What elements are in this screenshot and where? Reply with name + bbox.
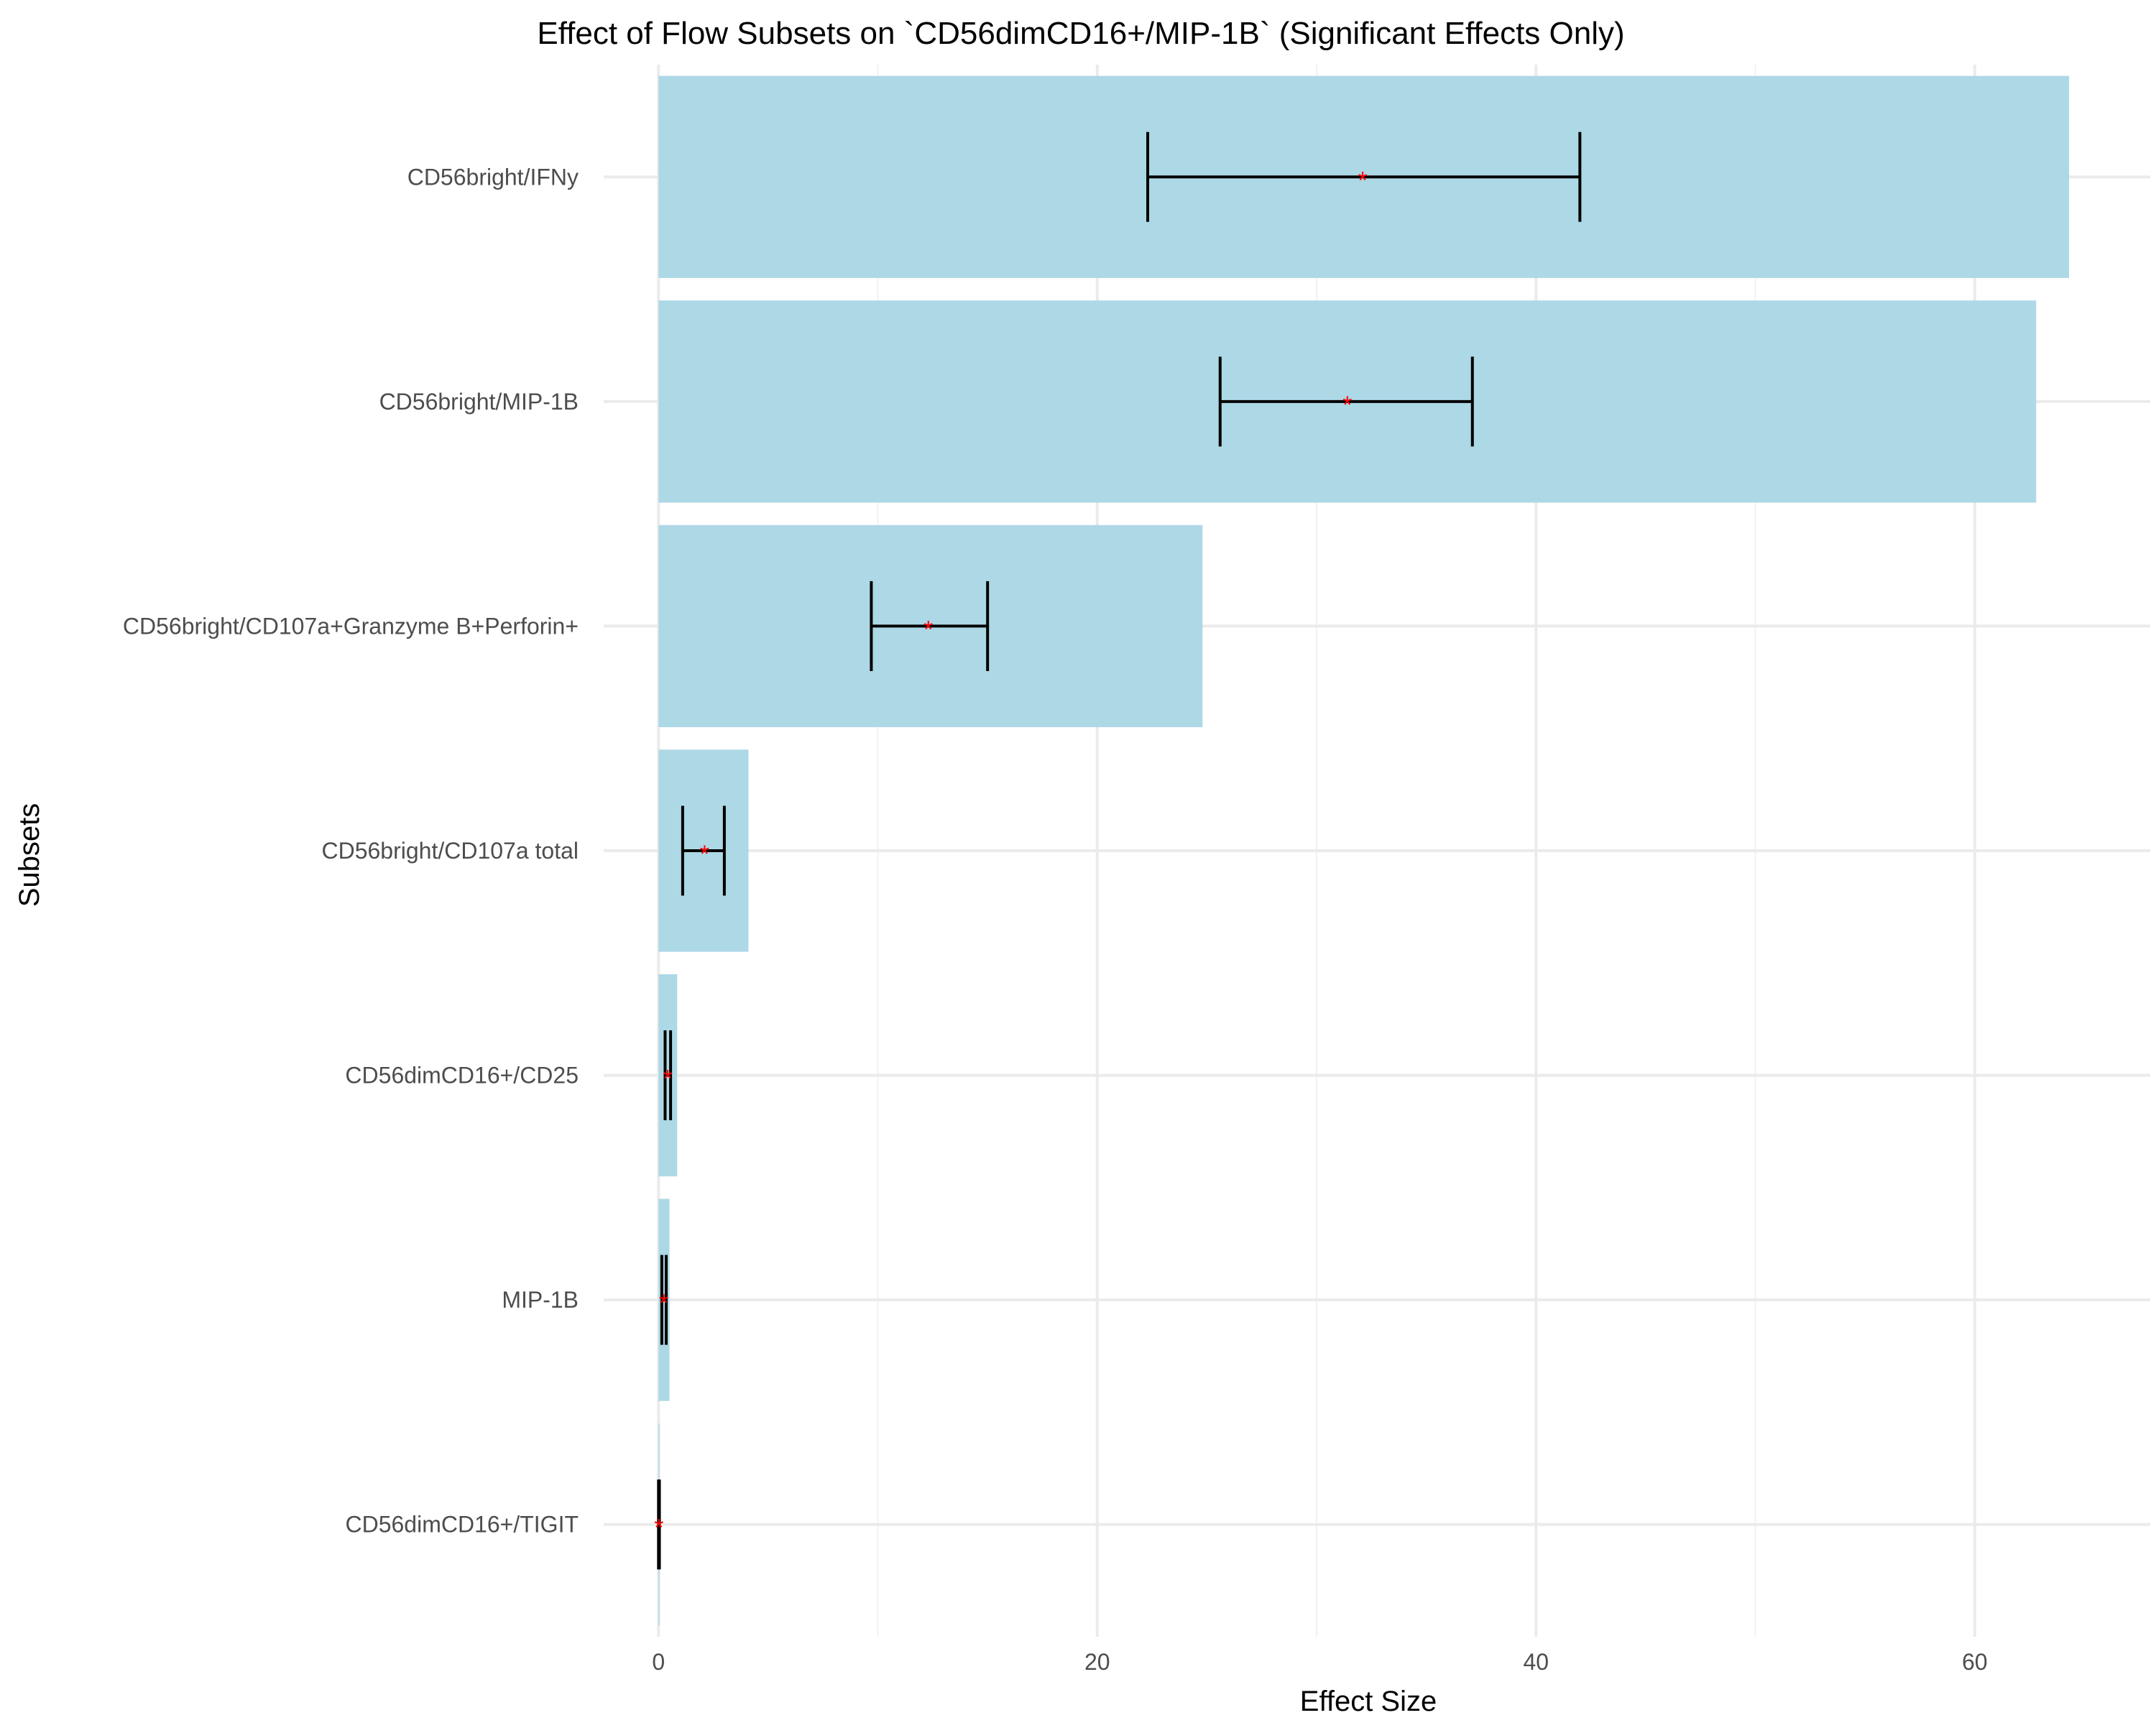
y-tick-label: CD56bright/IFNy xyxy=(407,164,579,190)
x-tick-label: 60 xyxy=(1962,1649,1988,1675)
point-marker: * xyxy=(1358,167,1368,194)
error-bar xyxy=(1218,356,1474,447)
point-marker: * xyxy=(923,616,933,643)
errorbar-layer xyxy=(657,131,1582,1570)
error-bar xyxy=(663,1030,673,1121)
y-tick-label: CD56dimCD16+/CD25 xyxy=(345,1063,579,1089)
x-tick-label: 20 xyxy=(1084,1649,1110,1675)
y-axis-title: Subsets xyxy=(14,803,45,907)
x-tick-label: 40 xyxy=(1524,1649,1549,1675)
y-tick-label: CD56bright/CD107a+Granzyme B+Perforin+ xyxy=(123,613,579,639)
y-tick-label: MIP-1B xyxy=(502,1287,579,1313)
y-tick-label: CD56dimCD16+/TIGIT xyxy=(345,1512,579,1538)
point-marker: * xyxy=(1342,392,1352,419)
point-marker: * xyxy=(700,841,709,868)
x-axis-title: Effect Size xyxy=(1300,1686,1437,1717)
point-marker: * xyxy=(654,1515,663,1542)
y-tick-labels: CD56bright/IFNy CD56bright/MIP-1B CD56brig… xyxy=(123,164,579,1537)
y-tick-label: CD56bright/MIP-1B xyxy=(379,389,579,415)
point-marker: * xyxy=(663,1066,673,1093)
error-bar xyxy=(681,805,726,896)
error-bar xyxy=(870,581,990,671)
chart-title: Effect of Flow Subsets on `CD56dimCD16+/… xyxy=(537,16,1624,51)
point-marker: * xyxy=(659,1290,668,1317)
error-bar xyxy=(657,1479,661,1570)
error-bar xyxy=(1146,131,1582,222)
x-tick-label: 0 xyxy=(652,1649,665,1675)
error-bar xyxy=(660,1255,668,1345)
x-tick-labels: 0 20 40 60 xyxy=(652,1649,1987,1675)
marker-layer: * * * * * * * xyxy=(654,167,1367,1541)
y-tick-label: CD56bright/CD107a total xyxy=(321,838,579,864)
